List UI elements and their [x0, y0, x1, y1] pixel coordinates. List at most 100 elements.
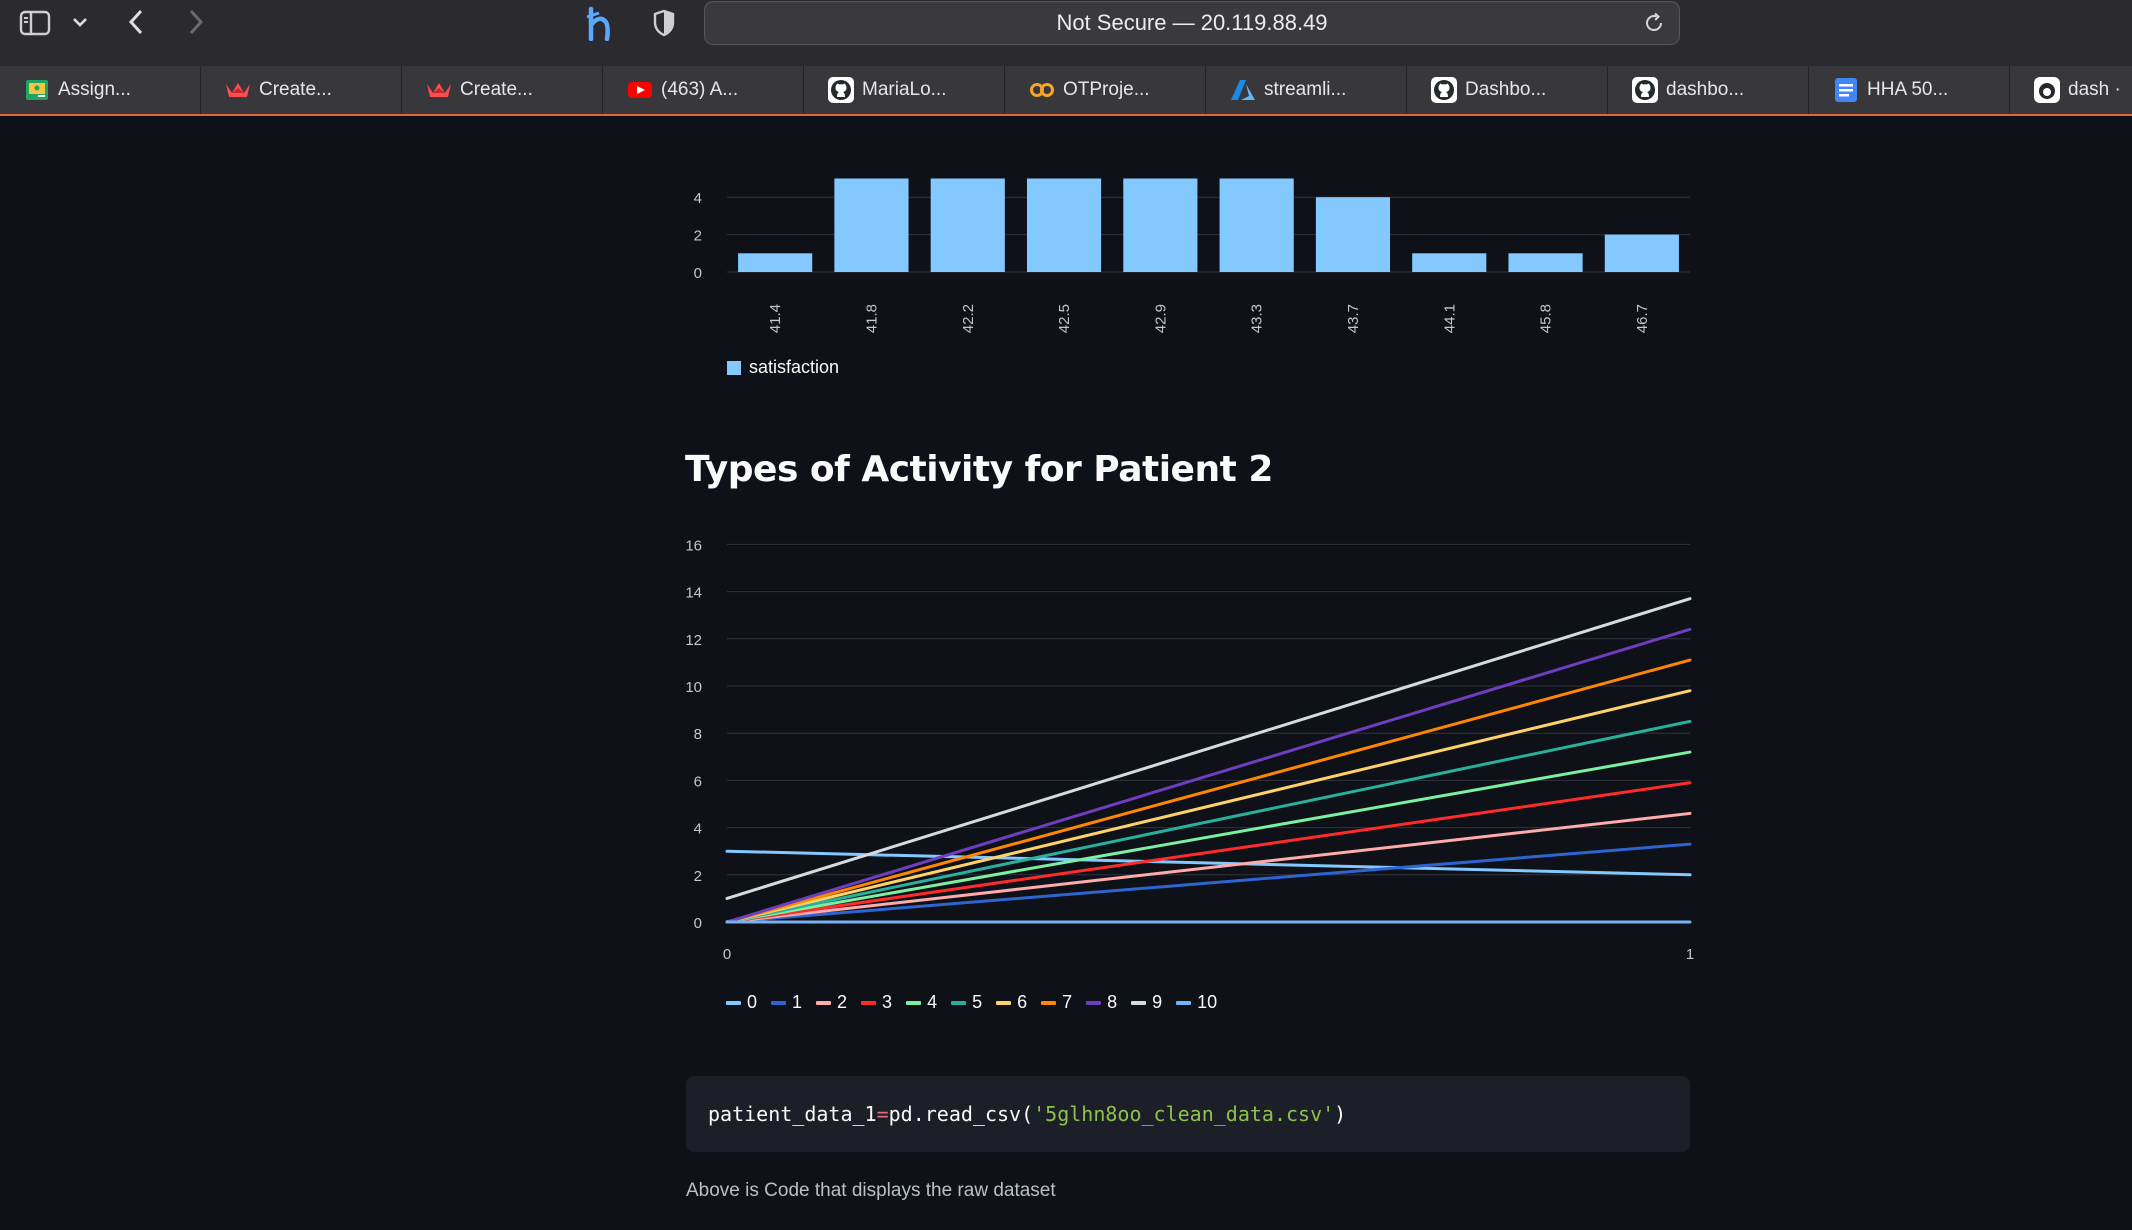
activity-line-chart: 0 2 4 6 8 10 12 14 16 0 1 — [685, 537, 1694, 963]
y-tick-label: 12 — [685, 632, 702, 649]
legend-swatch — [726, 1000, 741, 1005]
caption-text: Above is Code that displays the raw data… — [686, 1180, 1056, 1201]
bookmark-item[interactable]: Assign... — [0, 66, 201, 114]
legend-item[interactable]: 7 — [1041, 992, 1072, 1013]
bookmark-label: MariaLo... — [862, 79, 947, 100]
app-main: 0 2 4 41.4 41.8 42.2 42.5 42.9 43.3 43.7 44.1 45.8 4… — [0, 116, 2132, 1230]
address-bar[interactable]: Not Secure — 20.119.88.49 — [704, 1, 1680, 45]
legend-swatch — [1131, 1000, 1147, 1005]
x-tick-label: 43.3 — [1249, 304, 1266, 333]
legend-item[interactable]: 0 — [726, 992, 757, 1013]
code-call: pd.read_csv( — [888, 1102, 1034, 1126]
legend-label: 5 — [972, 992, 983, 1012]
x-tick-label: 0 — [723, 946, 731, 963]
y-tick-label: 10 — [685, 679, 702, 696]
bar — [1219, 178, 1294, 272]
bar — [1604, 234, 1679, 272]
bookmark-item[interactable]: HHA 50... — [1809, 66, 2010, 114]
legend-item[interactable]: 3 — [861, 992, 892, 1013]
browser-toolbar: Not Secure — 20.119.88.49 — [0, 0, 2132, 66]
x-tick-label: 41.4 — [767, 304, 784, 333]
bookmark-label: dash · — [2068, 79, 2121, 100]
legend-swatch — [771, 1000, 787, 1005]
legend-swatch — [861, 1000, 877, 1005]
legend-swatch — [816, 1000, 832, 1005]
bookmark-item[interactable]: (463) A... — [603, 66, 804, 114]
series-line — [725, 781, 1692, 924]
bookmark-item[interactable]: streamli... — [1206, 66, 1407, 114]
bookmark-item[interactable]: Create... — [402, 66, 603, 114]
legend-label: 10 — [1197, 992, 1218, 1012]
bookmark-label: OTProje... — [1063, 79, 1150, 100]
sidebar-toggle-icon[interactable] — [18, 8, 52, 38]
series-line — [725, 597, 1692, 900]
bar — [1412, 253, 1487, 272]
legend-label: 1 — [792, 992, 803, 1012]
series-line — [725, 719, 1692, 924]
series-line — [725, 658, 1692, 924]
bookmarks-bar: Assign... Create... Create... (463) A...… — [0, 66, 2132, 116]
legend-label: 3 — [882, 992, 893, 1012]
code-operator: = — [876, 1102, 889, 1126]
infinity-icon — [1029, 77, 1055, 103]
bookmark-item[interactable]: OTProje... — [1005, 66, 1206, 114]
bookmark-item[interactable]: MariaLo... — [804, 66, 1005, 114]
legend-swatch — [951, 1000, 967, 1005]
legend-item[interactable]: 4 — [906, 992, 937, 1013]
legend-swatch — [727, 360, 741, 375]
bar-chart-legend: satisfaction — [727, 357, 853, 378]
bookmark-item[interactable]: dashbo... — [1608, 66, 1809, 114]
legend-item[interactable]: 6 — [996, 992, 1027, 1013]
legend-item[interactable]: 8 — [1086, 992, 1117, 1013]
crown-icon — [225, 77, 251, 103]
bookmark-label: streamli... — [1264, 79, 1347, 100]
back-icon[interactable] — [122, 6, 150, 38]
bookmark-item[interactable]: dash · — [2010, 66, 2132, 114]
forward-icon[interactable] — [182, 6, 210, 38]
legend-item[interactable]: 1 — [771, 992, 802, 1013]
code-variable: patient_data_1 — [708, 1102, 877, 1126]
bookmark-item[interactable]: Dashbo... — [1407, 66, 1608, 114]
address-text: Not Secure — 20.119.88.49 — [1056, 10, 1328, 35]
legend-label: satisfaction — [749, 357, 840, 377]
bar — [1315, 197, 1391, 272]
y-tick-label: 0 — [694, 915, 702, 932]
x-tick-label: 41.8 — [863, 304, 880, 333]
legend-swatch — [1176, 1000, 1192, 1005]
legend-label: 7 — [1062, 992, 1073, 1012]
satisfaction-bar-chart: 0 2 4 41.4 41.8 42.2 42.5 42.9 43.3 43.7 44.1 45.8 4… — [694, 178, 1690, 333]
x-tick-label: 44.1 — [1441, 304, 1458, 333]
github-icon — [1431, 77, 1457, 103]
series-line — [725, 842, 1692, 924]
legend-item[interactable]: 10 — [1176, 992, 1217, 1013]
y-tick-label: 6 — [694, 773, 702, 790]
azure-icon — [1230, 77, 1256, 103]
x-tick-label: 42.2 — [960, 304, 977, 333]
bar — [738, 253, 813, 272]
series-line — [725, 750, 1692, 924]
bar — [834, 178, 909, 272]
bar — [1123, 178, 1198, 272]
bar — [1026, 178, 1102, 272]
series-line — [725, 689, 1692, 924]
x-tick-label: 1 — [1686, 946, 1694, 963]
classroom-icon — [24, 77, 50, 103]
legend-label: 9 — [1152, 992, 1163, 1012]
series-line — [725, 627, 1692, 924]
github-icon — [1632, 77, 1658, 103]
legend-item[interactable]: 2 — [816, 992, 847, 1013]
legend-item[interactable]: 5 — [951, 992, 982, 1013]
honey-extension-icon[interactable] — [584, 4, 616, 42]
legend-item[interactable]: 9 — [1131, 992, 1162, 1013]
youtube-icon — [627, 77, 653, 103]
docs-icon — [1833, 77, 1859, 103]
shield-icon[interactable] — [650, 8, 678, 38]
bookmark-item[interactable]: Create... — [201, 66, 402, 114]
kaggle-icon — [2034, 77, 2060, 103]
chevron-down-icon[interactable] — [70, 12, 90, 32]
legend-item[interactable]: satisfaction — [727, 357, 839, 378]
reload-icon[interactable] — [1643, 12, 1665, 40]
y-tick-label: 16 — [685, 537, 702, 554]
series-line — [725, 849, 1692, 877]
crown-icon — [426, 77, 452, 103]
